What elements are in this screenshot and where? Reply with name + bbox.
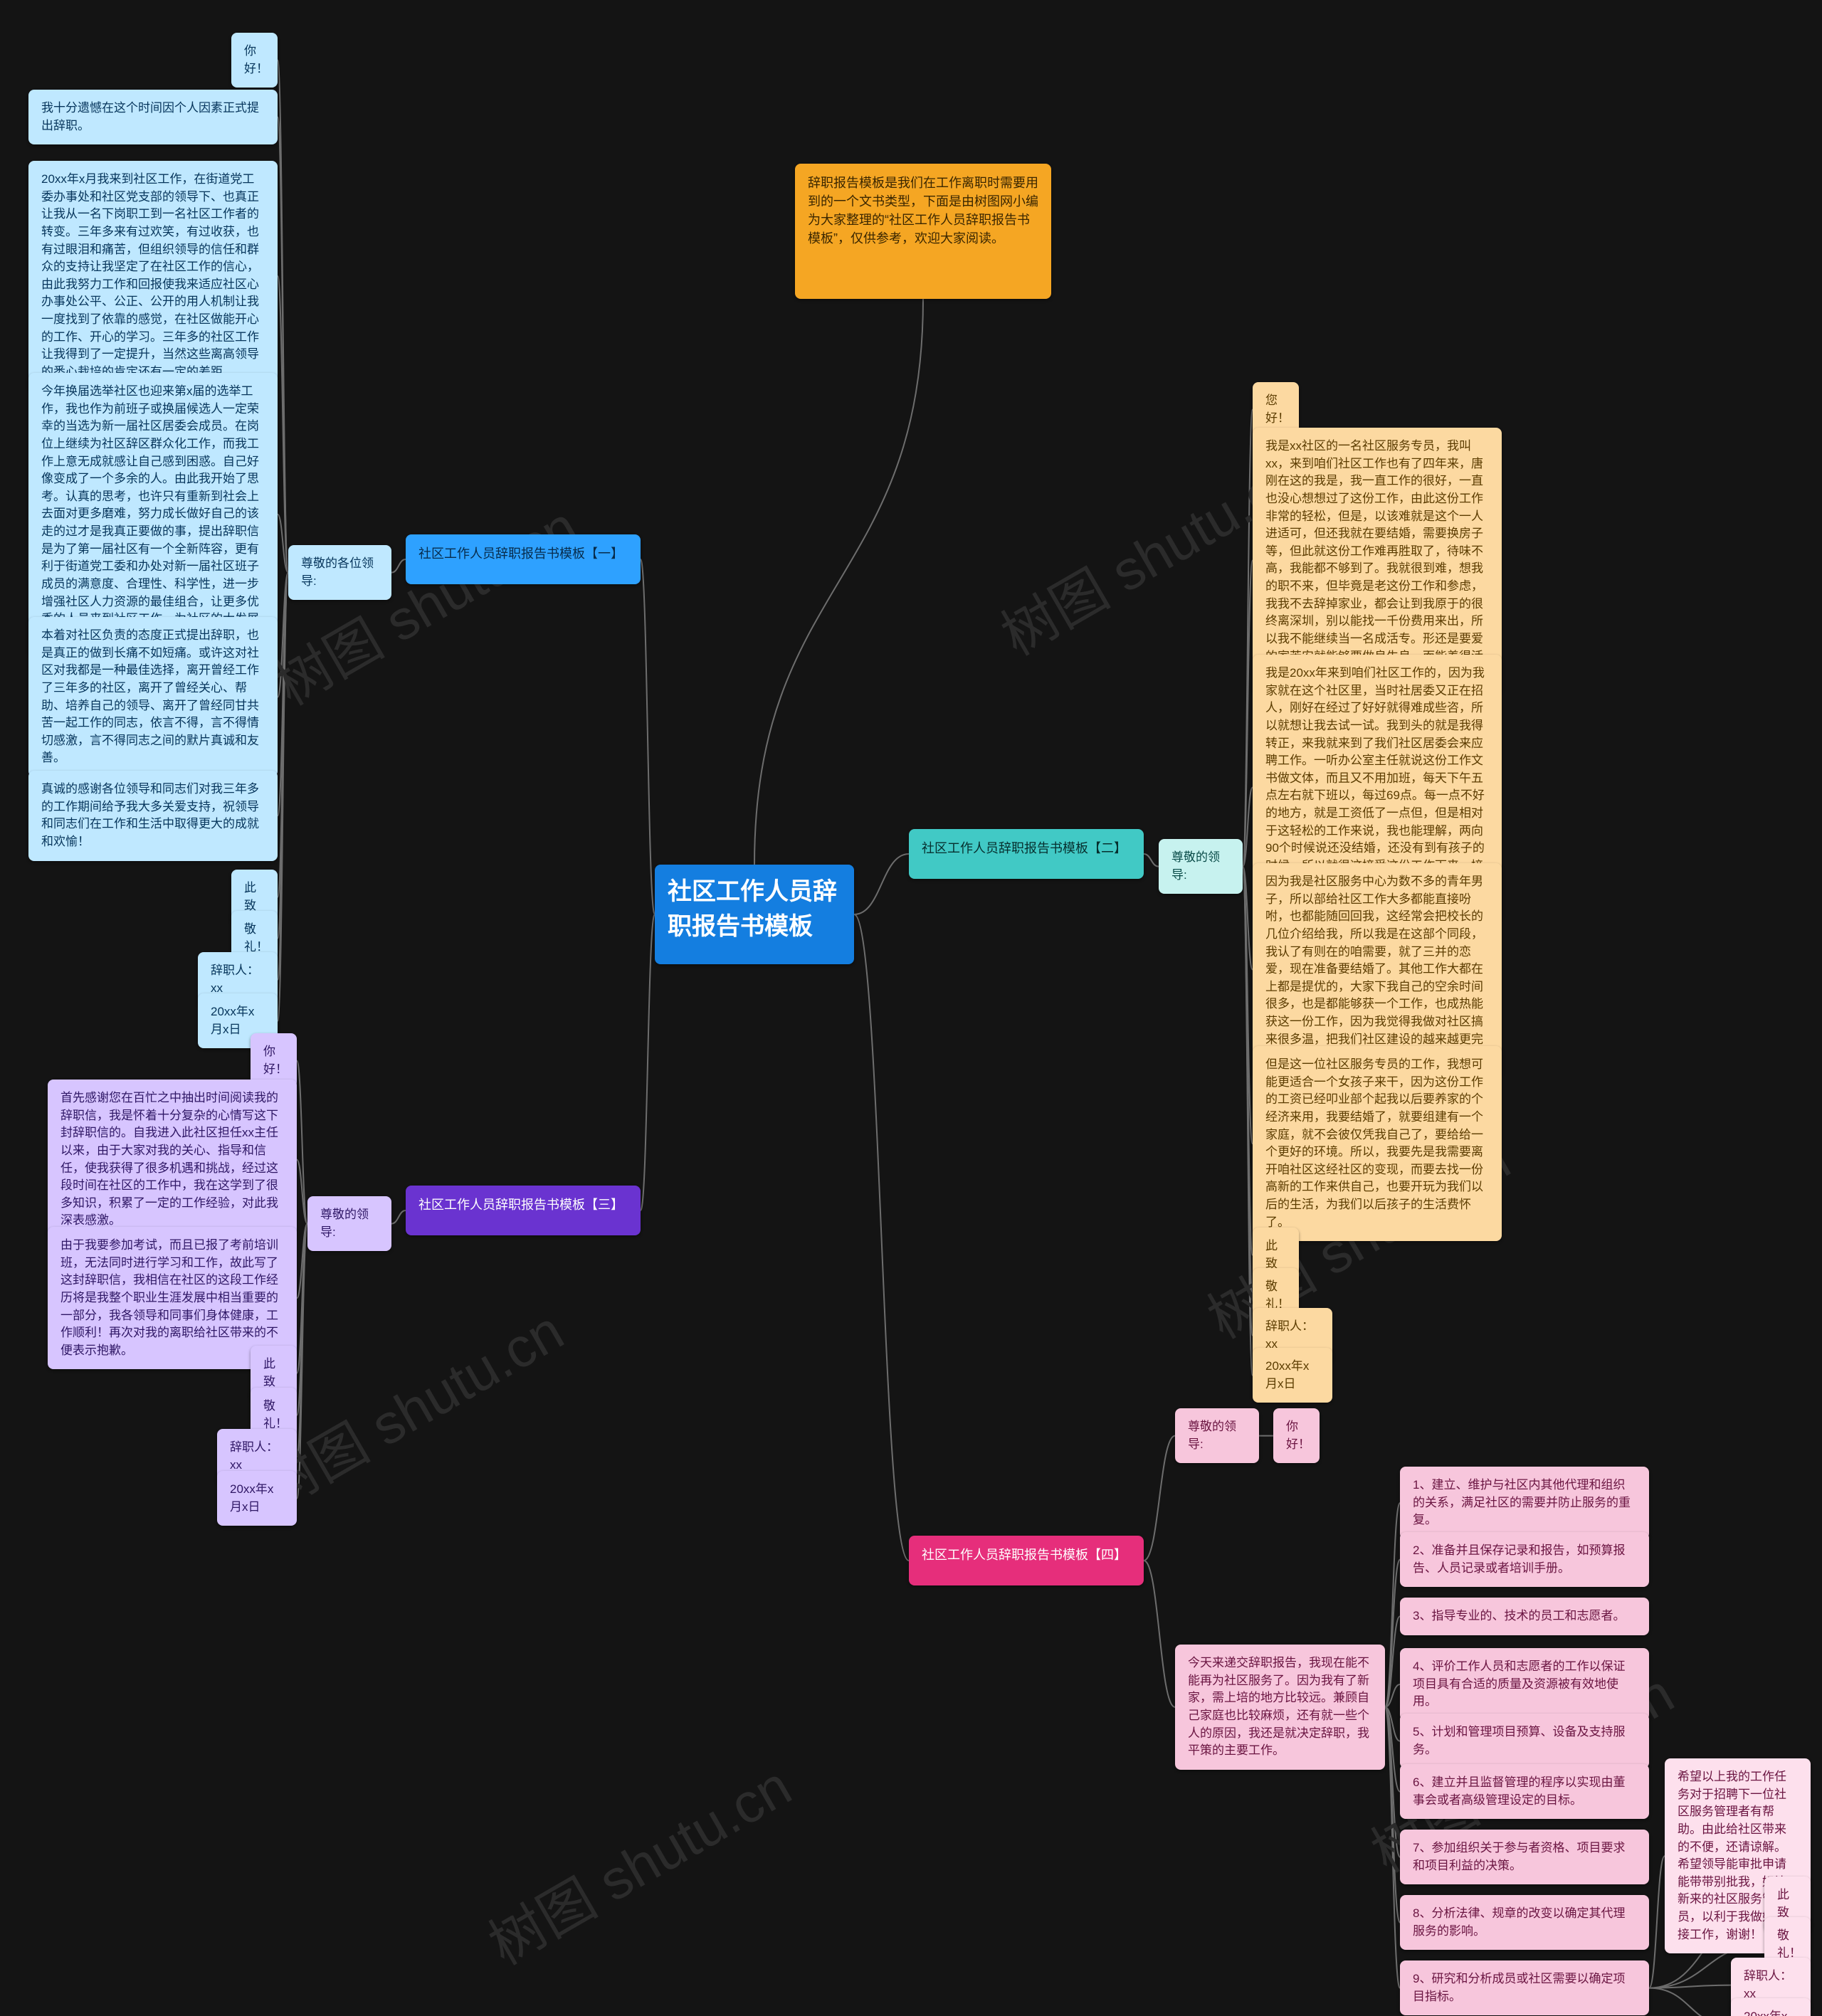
node-t4_lead[interactable]: 尊敬的领导: — [1175, 1408, 1259, 1463]
node-t2_a9[interactable]: 20xx年x月x日 — [1253, 1348, 1332, 1403]
node-t2_lead[interactable]: 尊敬的领导: — [1159, 839, 1243, 894]
node-t3[interactable]: 社区工作人员辞职报告书模板【三】 — [406, 1186, 641, 1235]
node-t4_b1[interactable]: 1、建立、维护与社区内其他代理和组织的关系，满足社区的需要并防止服务的重复。 — [1400, 1467, 1649, 1539]
connector — [1243, 867, 1253, 1376]
connector — [1385, 1503, 1400, 1707]
connector — [641, 559, 655, 914]
connector — [854, 914, 909, 1561]
connector — [1649, 1988, 1731, 2016]
node-root[interactable]: 社区工作人员辞职报告书模板 — [655, 865, 854, 964]
node-t4_l_a1[interactable]: 你好！ — [1273, 1408, 1320, 1463]
node-t2_a5[interactable]: 但是这一位社区服务专员的工作，我想可能更适合一个女孩子来干，因为这份工作的工资已… — [1253, 1046, 1502, 1241]
node-t4[interactable]: 社区工作人员辞职报告书模板【四】 — [909, 1536, 1144, 1585]
node-t4_b6[interactable]: 6、建立并且监督管理的程序以实现由董事会或者高级管理设定的目标。 — [1400, 1764, 1649, 1819]
node-t1_a5[interactable]: 本着对社区负责的态度正式提出辞职，也是真正的做到长痛不如短痛。或许这对社区对我都… — [28, 617, 278, 777]
node-t2_a2[interactable]: 我是xx社区的一名社区服务专员，我叫xx，来到咱们社区工作也有了四年来，唐刚在这… — [1253, 428, 1502, 693]
node-t4_b9[interactable]: 9、研究和分析成员或社区需要以确定项目指标。 — [1400, 1960, 1649, 2015]
connector — [391, 1210, 406, 1224]
node-t4_b7[interactable]: 7、参加组织关于参与者资格、项目要求和项目利益的决策。 — [1400, 1830, 1649, 1884]
node-t3_a7[interactable]: 20xx年x月x日 — [217, 1471, 297, 1526]
node-t1_lead[interactable]: 尊敬的各位领导: — [288, 545, 391, 600]
node-t4_b5[interactable]: 5、计划和管理项目预算、设备及支持服务。 — [1400, 1714, 1649, 1768]
mindmap-stage: 树图 shutu.cn树图 shutu.cn树图 shutu.cn树图 shut… — [0, 0, 1822, 2016]
node-t1_a6[interactable]: 真诚的感谢各位领导和同志们对我三年多的工作期间给予我大多关爱支持，祝领导和同志们… — [28, 771, 278, 861]
node-t4_b4[interactable]: 4、评价工作人员和志愿者的工作以保证项目具有合适的质量及资源被有效地使用。 — [1400, 1648, 1649, 1721]
node-t1_a4[interactable]: 今年换届选举社区也迎来第x届的选举工作，我也作为前班子或换届候选人一定荣幸的当选… — [28, 373, 278, 656]
connector — [1649, 1856, 1665, 1988]
connector — [1144, 854, 1159, 867]
node-t4_b2[interactable]: 2、准备并且保存记录和报告，如预算报告、人员记录或者培训手册。 — [1400, 1532, 1649, 1587]
node-t2[interactable]: 社区工作人员辞职报告书模板【二】 — [909, 829, 1144, 879]
node-intro[interactable]: 辞职报告模板是我们在工作离职时需要用到的一个文书类型，下面是由树图网小编为大家整… — [795, 164, 1051, 299]
node-t3_lead[interactable]: 尊敬的领导: — [307, 1196, 391, 1251]
connector — [1144, 1561, 1175, 1707]
connector — [1144, 1436, 1175, 1561]
connector — [641, 914, 655, 1210]
node-t4_c5[interactable]: 20xx年x月x日 — [1731, 1998, 1811, 2016]
node-t1_a1[interactable]: 你好！ — [231, 33, 278, 88]
node-t1[interactable]: 社区工作人员辞职报告书模板【一】 — [406, 534, 641, 584]
connector — [391, 559, 406, 573]
node-t2_a4[interactable]: 因为我是社区服务中心为数不多的青年男子，所以部给社区工作大多都能直接吩咐，也都能… — [1253, 863, 1502, 1076]
connector — [754, 299, 923, 865]
connector — [1243, 410, 1253, 867]
connector — [854, 854, 909, 914]
node-t4_body[interactable]: 今天来递交辞职报告，我现在能不能再为社区服务了。因为我有了新家，需上培的地方比较… — [1175, 1645, 1385, 1770]
connector — [278, 117, 288, 573]
node-t4_b3[interactable]: 3、指导专业的、技术的员工和志愿者。 — [1400, 1598, 1649, 1635]
node-t1_a2[interactable]: 我十分遗憾在这个时间因个人因素正式提出辞职。 — [28, 90, 278, 144]
node-t1_a3[interactable]: 20xx年x月我来到社区工作，在街道党工委办事处和社区党支部的领导下、也真正让我… — [28, 161, 278, 391]
node-t4_b8[interactable]: 8、分析法律、规章的改变以确定其代理服务的影响。 — [1400, 1895, 1649, 1950]
node-t3_a2[interactable]: 首先感谢您在百忙之中抽出时间阅读我的辞职信，我是怀着十分复杂的心情写这下封辞职信… — [48, 1080, 297, 1240]
